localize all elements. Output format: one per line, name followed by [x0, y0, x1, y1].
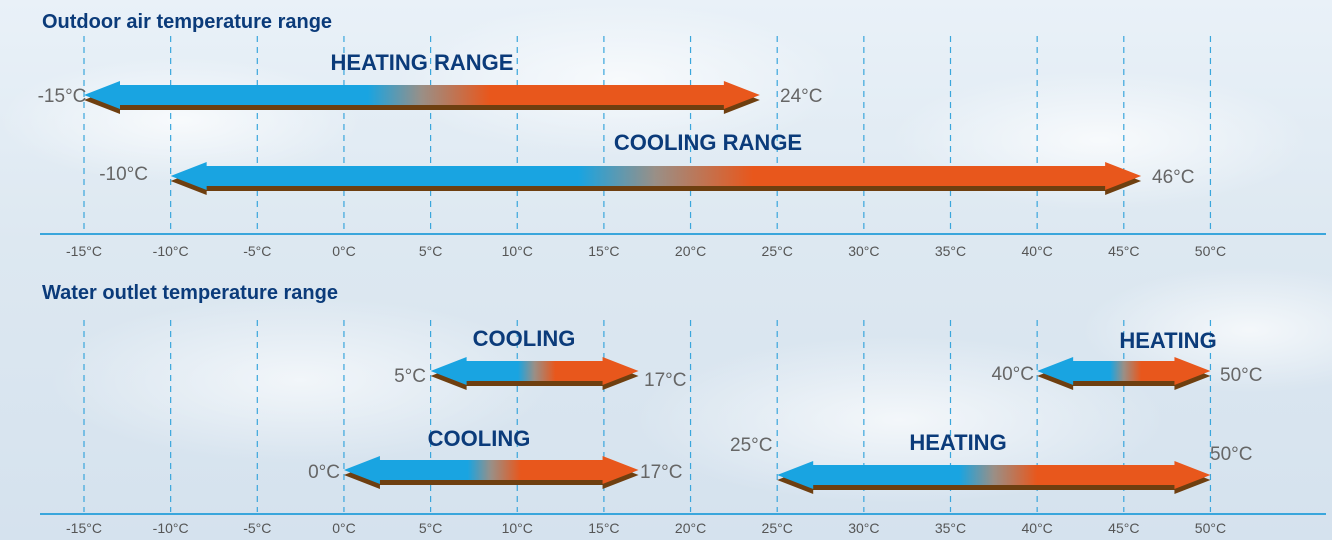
water-tick-label: 25°C [762, 520, 793, 536]
water-tick-label: 35°C [935, 520, 966, 536]
outdoor-range-arrow [84, 81, 760, 109]
water-range-max-label: 50°C [1220, 365, 1262, 386]
water-tick-label: 20°C [675, 520, 706, 536]
outdoor-range-label: HEATING RANGE [331, 50, 514, 75]
outdoor-range-min-label: -10°C [99, 164, 148, 185]
outdoor-tick-label: -15°C [66, 243, 102, 259]
water-range-label: HEATING [909, 430, 1006, 455]
water-range-arrow [777, 461, 1211, 489]
water-section-title: Water outlet temperature range [42, 282, 338, 304]
water-range-arrow [343, 456, 639, 484]
water-range-label: HEATING [1119, 328, 1216, 353]
outdoor-range-min-label: -15°C [38, 86, 87, 107]
water-range-min-label: 25°C [730, 435, 772, 456]
water-range-min-label: 5°C [394, 366, 426, 387]
outdoor-tick-label: 35°C [935, 243, 966, 259]
outdoor-tick-label: 30°C [848, 243, 879, 259]
outdoor-tick-label: 25°C [762, 243, 793, 259]
water-tick-label: -5°C [243, 520, 271, 536]
outdoor-tick-label: 5°C [419, 243, 443, 259]
outdoor-tick-label: 45°C [1108, 243, 1139, 259]
water-tick-label: 15°C [588, 520, 619, 536]
water-range-label: COOLING [473, 326, 576, 351]
outdoor-tick-label: 20°C [675, 243, 706, 259]
outdoor-range-max-label: 24°C [780, 86, 822, 107]
outdoor-tick-label: 40°C [1022, 243, 1053, 259]
water-range-arrow [430, 357, 639, 385]
outdoor-range-max-label: 46°C [1152, 167, 1194, 188]
outdoor-tick-label: 15°C [588, 243, 619, 259]
water-tick-label: 5°C [419, 520, 443, 536]
water-range-max-label: 17°C [644, 370, 686, 391]
water-range-max-label: 50°C [1210, 444, 1252, 465]
outdoor-tick-label: 0°C [332, 243, 356, 259]
water-tick-label: 10°C [502, 520, 533, 536]
outdoor-range-arrow [170, 162, 1142, 190]
outdoor-range-label: COOLING RANGE [614, 130, 802, 155]
water-tick-label: 45°C [1108, 520, 1139, 536]
water-range-min-label: 40°C [992, 364, 1034, 385]
water-tick-label: -10°C [153, 520, 189, 536]
outdoor-section-title: Outdoor air temperature range [42, 11, 332, 33]
water-tick-label: 50°C [1195, 520, 1226, 536]
water-tick-label: 30°C [848, 520, 879, 536]
water-tick-label: -15°C [66, 520, 102, 536]
water-range-max-label: 17°C [640, 462, 682, 483]
outdoor-tick-label: -5°C [243, 243, 271, 259]
water-range-label: COOLING [428, 426, 531, 451]
water-tick-label: 0°C [332, 520, 356, 536]
outdoor-tick-label: -10°C [153, 243, 189, 259]
outdoor-tick-label: 10°C [502, 243, 533, 259]
water-range-min-label: 0°C [308, 462, 340, 483]
water-tick-label: 40°C [1022, 520, 1053, 536]
outdoor-tick-label: 50°C [1195, 243, 1226, 259]
water-range-arrow [1037, 357, 1211, 385]
